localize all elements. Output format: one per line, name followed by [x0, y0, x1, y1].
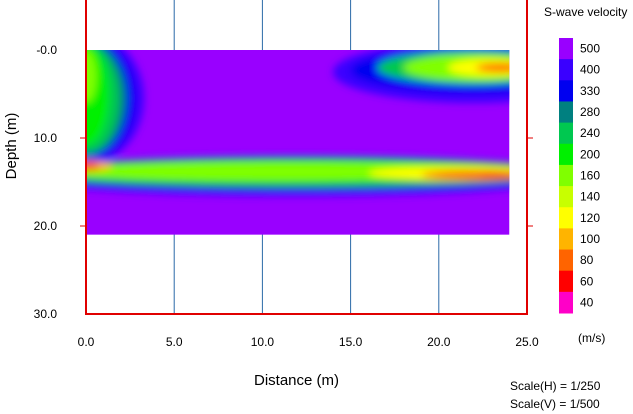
- legend-label: 330: [580, 84, 600, 98]
- legend-swatch: [559, 207, 573, 229]
- x-axis-title: Distance (m): [254, 372, 339, 389]
- x-tick-label: 20.0: [427, 335, 451, 349]
- legend-swatch: [559, 101, 573, 124]
- y-tick-label: 30.0: [34, 307, 58, 321]
- y-tick-label: 20.0: [34, 219, 58, 233]
- legend-label: 40: [580, 295, 594, 309]
- legend-label: 100: [580, 232, 600, 246]
- legend-label: 400: [580, 63, 600, 77]
- legend-swatch: [559, 59, 573, 81]
- legend-unit: (m/s): [578, 331, 605, 345]
- legend-swatch: [559, 228, 573, 251]
- contour-160-left: [86, 50, 97, 103]
- legend-label: 120: [580, 211, 600, 225]
- y-tick-labels: -0.0 10.0 20.0 30.0: [34, 43, 58, 321]
- legend-label: 140: [580, 190, 600, 204]
- velocity-section: [86, 50, 510, 235]
- contour-80-layer: [421, 170, 510, 180]
- legend-title: S-wave velocity: [544, 5, 627, 19]
- color-legend: 500 400 330 280 240 200 160 140 120 100 80 60 40: [559, 38, 600, 314]
- y-tick-label: 10.0: [34, 131, 58, 145]
- y-axis-title: Depth (m): [3, 113, 20, 180]
- legend-swatch: [559, 164, 573, 187]
- legend-swatch: [559, 186, 573, 208]
- legend-label: 280: [580, 105, 600, 119]
- legend-swatch: [559, 143, 573, 166]
- legend-label: 500: [580, 42, 600, 56]
- contour-60-layer-left: [86, 162, 101, 170]
- vertical-scale-note: Scale(V) = 1/500: [510, 397, 600, 411]
- x-tick-labels: 0.0 5.0 10.0 15.0 20.0 25.0: [78, 335, 539, 349]
- x-tick-label: 15.0: [339, 335, 363, 349]
- legend-label: 80: [580, 253, 594, 267]
- plot-frame: [85, 0, 528, 315]
- contour-60-layer-right: [479, 172, 510, 178]
- legend-label: 160: [580, 169, 600, 183]
- legend-label: 240: [580, 126, 600, 140]
- x-tick-label: 25.0: [515, 335, 539, 349]
- x-tick-label: 5.0: [166, 335, 183, 349]
- legend-swatch: [559, 80, 573, 102]
- y-tick-label: -0.0: [36, 43, 57, 57]
- legend-label: 60: [580, 274, 594, 288]
- legend-swatch: [559, 122, 573, 145]
- x-tick-label: 10.0: [251, 335, 275, 349]
- x-tick-label: 0.0: [78, 335, 95, 349]
- legend-swatch: [559, 38, 573, 60]
- legend-swatch: [559, 249, 573, 272]
- legend-swatch: [559, 270, 573, 293]
- contour-80-wedge: [475, 63, 510, 72]
- horizontal-scale-note: Scale(H) = 1/250: [510, 379, 601, 393]
- legend-swatch: [559, 291, 573, 314]
- legend-label: 200: [580, 147, 600, 161]
